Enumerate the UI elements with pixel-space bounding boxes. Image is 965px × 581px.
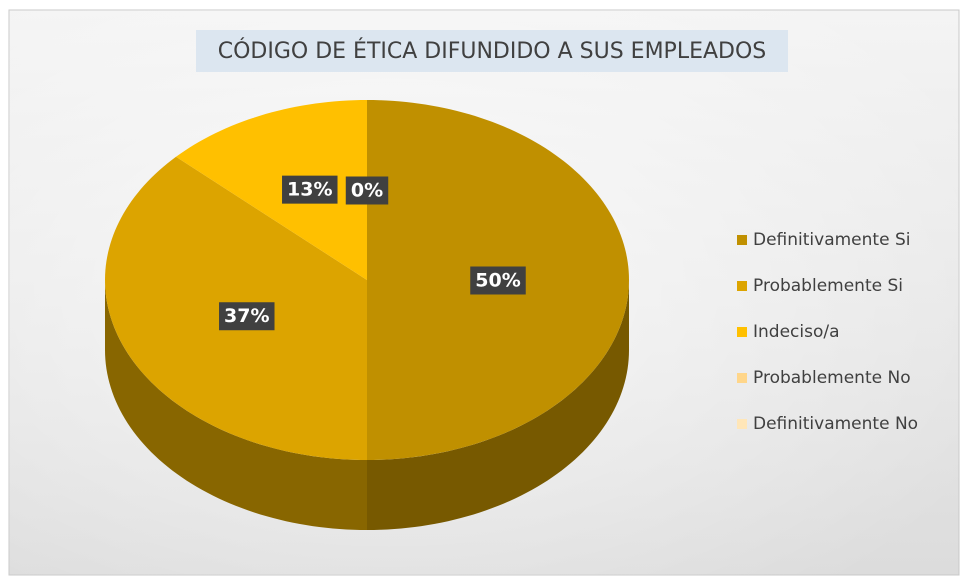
legend: Definitivamente Si Probablemente Si Indeci… <box>737 230 918 434</box>
data-label-box <box>219 302 275 331</box>
data-label: 13% <box>287 179 332 201</box>
legend-label: Indeciso/a <box>753 322 840 342</box>
legend-label: Definitivamente No <box>753 414 918 434</box>
data-label-box <box>345 176 389 205</box>
legend-swatch <box>737 281 747 291</box>
data-label-box <box>282 175 338 204</box>
data-label: 50% <box>475 270 520 292</box>
data-label: 0% <box>351 180 383 202</box>
slice-side <box>367 280 629 530</box>
slice <box>176 100 367 280</box>
legend-swatch <box>737 419 747 429</box>
legend-label: Probablemente Si <box>753 276 903 296</box>
legend-label: Probablemente No <box>753 368 911 388</box>
legend-swatch <box>737 373 747 383</box>
data-labels: 50%37%13%0%0% <box>219 175 526 331</box>
legend-swatch <box>737 327 747 337</box>
legend-label: Definitivamente Si <box>753 230 910 250</box>
pie <box>105 100 629 530</box>
slice-side <box>105 280 367 530</box>
data-label-box <box>470 266 526 295</box>
data-label: 37% <box>224 305 269 327</box>
legend-swatch <box>737 235 747 245</box>
chart-title: CÓDIGO DE ÉTICA DIFUNDIDO A SUS EMPLEADO… <box>218 38 767 64</box>
title-box <box>196 30 788 72</box>
